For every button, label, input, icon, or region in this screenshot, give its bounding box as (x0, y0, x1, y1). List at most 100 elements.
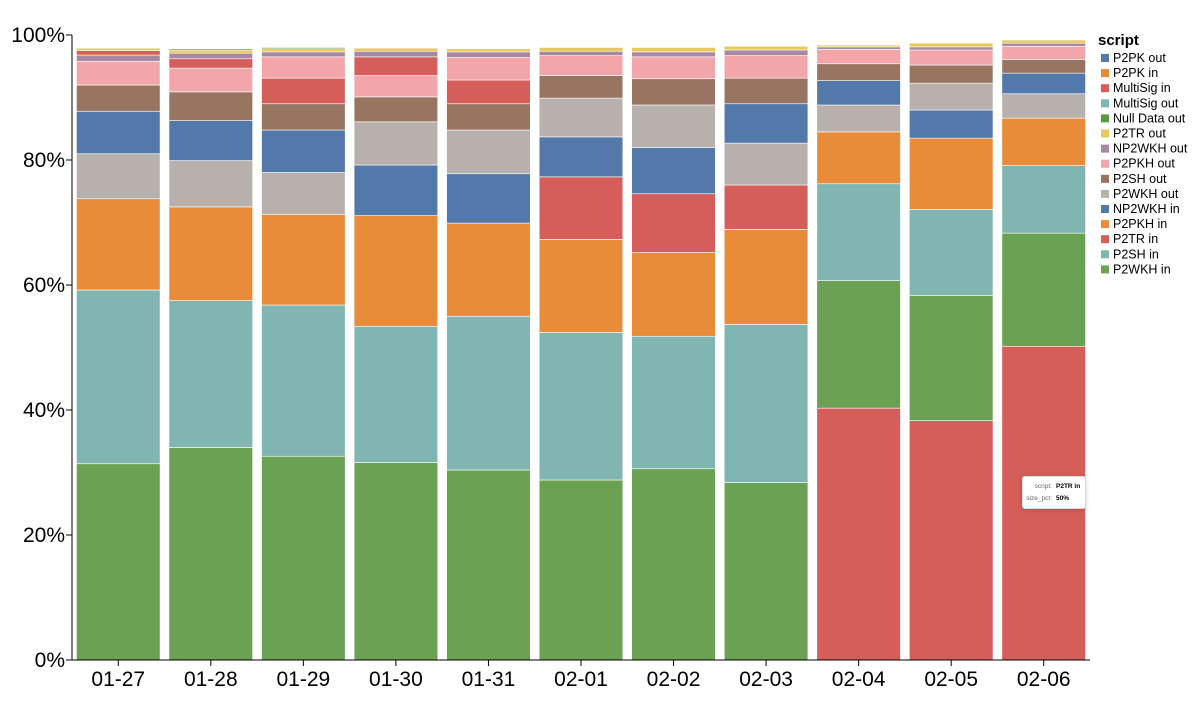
bar-segment-02-01-7[interactable] (538, 55, 624, 76)
bar-segment-02-06-7[interactable] (1001, 45, 1086, 60)
bar-segment-02-03-1[interactable] (723, 324, 809, 483)
bar-segment-01-30-3[interactable] (353, 164, 439, 216)
bar-segment-01-30-0[interactable] (353, 462, 439, 661)
bar-segment-02-04-8[interactable] (816, 46, 901, 50)
bar-segment-02-06-2[interactable] (1001, 165, 1086, 234)
bar-segment-02-02-7[interactable] (631, 56, 716, 80)
bar-segment-02-06-4[interactable] (1001, 93, 1086, 119)
bar-segment-01-30-9[interactable] (353, 47, 439, 52)
bar-segment-01-28-6[interactable] (168, 67, 253, 93)
bar-segment-01-29-0[interactable] (261, 455, 346, 661)
bar-segment-02-03-0[interactable] (723, 482, 809, 661)
bar-segment-02-01-1[interactable] (538, 332, 624, 481)
bar-segment-01-31-1[interactable] (446, 315, 531, 471)
bar-segment-02-04-4[interactable] (816, 104, 901, 133)
bar-segment-02-03-2[interactable] (723, 229, 809, 325)
bar-segment-01-31-3[interactable] (446, 173, 531, 224)
bar-segment-02-06-9[interactable] (1001, 39, 1086, 44)
bar-segment-01-29-7[interactable] (261, 56, 346, 79)
bar-segment-02-05-5[interactable] (909, 82, 994, 111)
bar-segment-01-28-3[interactable] (168, 160, 253, 208)
bar-segment-02-04-1[interactable] (816, 280, 901, 409)
bar-segment-02-04-10[interactable] (816, 44, 901, 46)
bar-segment-01-28-10[interactable] (168, 48, 253, 51)
bar-segment-01-28-5[interactable] (168, 91, 253, 121)
bar-segment-02-05-6[interactable] (909, 64, 994, 84)
bar-segment-02-05-4[interactable] (909, 109, 994, 139)
bar-segment-01-27-4[interactable] (76, 110, 161, 155)
bar-segment-02-01-8[interactable] (538, 50, 624, 56)
bar-segment-01-31-5[interactable] (446, 103, 531, 131)
bar-segment-02-06-8[interactable] (1001, 42, 1086, 47)
bar-segment-01-27-1[interactable] (76, 289, 161, 465)
bar-segment-02-06-3[interactable] (1001, 117, 1086, 166)
bar-segment-01-31-9[interactable] (446, 48, 531, 53)
bar-segment-02-02-1[interactable] (631, 335, 716, 470)
bar-segment-01-30-7[interactable] (353, 56, 439, 76)
bar-segment-01-28-2[interactable] (168, 206, 253, 301)
bar-segment-01-29-6[interactable] (261, 77, 346, 105)
bar-segment-01-31-0[interactable] (446, 469, 531, 661)
bar-segment-01-27-6[interactable] (76, 60, 161, 86)
bar-segment-02-05-2[interactable] (909, 209, 994, 296)
bar-segment-02-06-5[interactable] (1001, 72, 1086, 95)
bar-segment-02-01-3[interactable] (538, 176, 624, 240)
bar-segment-02-01-0[interactable] (538, 479, 624, 661)
bar-segment-01-30-5[interactable] (353, 96, 439, 123)
bar-segment-01-29-10[interactable] (261, 47, 346, 50)
bar-segment-02-01-2[interactable] (538, 239, 624, 333)
bar-segment-02-04-2[interactable] (816, 183, 901, 281)
bar-segment-01-27-8[interactable] (76, 50, 161, 56)
bar-segment-01-27-7[interactable] (76, 54, 161, 62)
bar-segment-02-02-4[interactable] (631, 147, 716, 195)
bar-segment-02-04-0[interactable] (816, 407, 901, 661)
bar-segment-02-03-4[interactable] (723, 142, 809, 186)
bar-segment-02-02-5[interactable] (631, 104, 716, 148)
bar-segment-01-31-4[interactable] (446, 129, 531, 175)
bar-segment-01-29-9[interactable] (261, 48, 346, 53)
bar-segment-01-27-9[interactable] (76, 47, 161, 51)
bar-segment-01-28-0[interactable] (168, 447, 253, 661)
bar-segment-01-29-4[interactable] (261, 129, 346, 173)
bar-segment-02-04-7[interactable] (816, 49, 901, 65)
bar-segment-02-01-4[interactable] (538, 136, 624, 178)
bar-segment-02-04-5[interactable] (816, 80, 901, 106)
bar-segment-01-28-9[interactable] (168, 49, 253, 54)
bar-segment-01-31-6[interactable] (446, 79, 531, 105)
bar-segment-02-05-9[interactable] (909, 42, 994, 48)
bar-segment-02-02-3[interactable] (631, 193, 716, 253)
bar-segment-02-02-2[interactable] (631, 252, 716, 337)
bar-segment-02-06-1[interactable] (1001, 232, 1086, 347)
bar-segment-01-29-5[interactable] (261, 103, 346, 131)
bar-segment-02-03-3[interactable] (723, 184, 809, 230)
bar-segment-01-29-1[interactable] (261, 304, 346, 457)
bar-segment-02-02-0[interactable] (631, 468, 716, 661)
bar-segment-02-01-9[interactable] (538, 47, 624, 52)
bar-segment-02-02-9[interactable] (631, 47, 716, 53)
bar-segment-02-03-6[interactable] (723, 77, 809, 105)
bar-segment-01-28-7[interactable] (168, 58, 253, 69)
bar-segment-02-05-0[interactable] (909, 420, 994, 661)
bar-segment-01-27-3[interactable] (76, 153, 161, 200)
bar-segment-02-02-6[interactable] (631, 78, 716, 106)
bar-segment-02-05-7[interactable] (909, 49, 994, 66)
bar-segment-02-05-8[interactable] (909, 46, 994, 51)
bar-segment-01-27-0[interactable] (76, 463, 161, 661)
bar-segment-02-03-8[interactable] (723, 49, 809, 56)
bar-segment-01-27-2[interactable] (76, 198, 161, 291)
bar-segment-01-29-2[interactable] (261, 214, 346, 306)
bar-segment-02-02-8[interactable] (631, 51, 716, 58)
bar-segment-02-06-6[interactable] (1001, 59, 1086, 74)
bar-segment-01-28-1[interactable] (168, 300, 253, 448)
bar-segment-01-31-7[interactable] (446, 57, 531, 81)
bar-segment-01-27-5[interactable] (76, 84, 161, 112)
bar-segment-02-03-7[interactable] (723, 55, 809, 79)
bar-segment-01-30-6[interactable] (353, 75, 439, 98)
bar-segment-02-04-3[interactable] (816, 131, 901, 185)
bar-segment-01-28-8[interactable] (168, 52, 253, 60)
bar-segment-02-01-5[interactable] (538, 97, 624, 138)
bar-segment-02-03-9[interactable] (723, 45, 809, 51)
bar-segment-01-30-4[interactable] (353, 121, 439, 166)
bar-segment-02-04-6[interactable] (816, 63, 901, 81)
bar-segment-01-31-2[interactable] (446, 222, 531, 317)
